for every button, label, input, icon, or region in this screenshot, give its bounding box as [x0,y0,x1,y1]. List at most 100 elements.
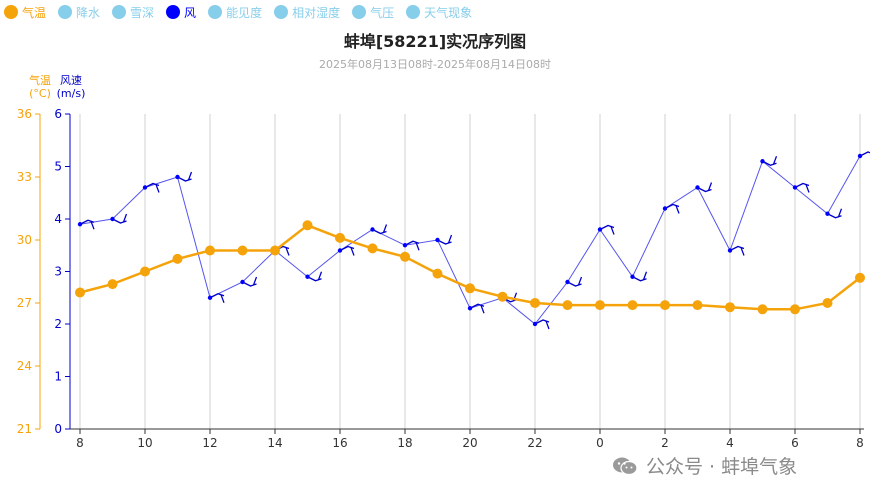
temperature-point [855,272,865,283]
wind-point [337,248,343,253]
wind-point [240,279,245,285]
temperature-point [302,220,313,231]
wind-barb-icon [220,294,225,303]
temperature-point [107,279,118,290]
wind-barb-icon [187,171,193,181]
wind-barb-icon [252,276,258,286]
legend-item-visibility[interactable]: 能见度 [208,4,262,21]
temperature-point [530,298,540,308]
wind-barb-icon [697,186,712,193]
wind-barb-icon [577,276,583,286]
wind-barb-icon [664,203,680,210]
temperature-point [432,268,443,279]
y-left-tick-label: 30 [17,233,32,247]
x-tick-label: 10 [137,436,152,450]
wind-point [792,185,798,190]
watermark-text: 公众号 · 蚌埠气象 [646,456,798,478]
wind-barb-icon [242,281,257,287]
temperature-point [75,287,85,298]
y-right-tick-label: 1 [54,370,62,384]
x-tick-label: 6 [791,436,799,450]
y-right-axis-label: 风速 [60,74,82,87]
wind-barb-icon [177,176,192,182]
wind-barb-icon [285,247,290,256]
wind-point [695,185,700,190]
wind-barb-icon [859,151,870,157]
wind-barb-icon [144,182,160,189]
temperature-point [497,291,508,302]
temperature-point [400,251,410,262]
temperature-point [335,232,345,243]
legend-label: 相对湿度 [292,5,341,20]
wind-point [370,227,375,232]
legend-label: 雪深 [130,5,155,20]
y-left-tick-label: 24 [17,359,32,373]
y-left-axis-unit: (°C) [29,87,51,100]
y-left-tick-label: 27 [17,296,32,310]
wind-point [565,279,570,285]
wind-point [597,227,603,232]
wind-point [110,216,115,222]
y-right-axis-unit: (m/s) [56,87,86,100]
temperature-point [367,243,378,254]
wind-barb-icon [794,182,810,189]
wind-point [402,243,408,248]
y-right-tick-label: 3 [54,265,62,279]
y-left-tick-label: 33 [17,170,32,184]
wind-point [532,321,538,327]
wind-barb-icon [642,271,648,280]
legend-item-weather[interactable]: 天气现象 [406,4,472,21]
temperature-point [627,300,638,311]
temperature-point [790,304,800,315]
chart-legend: 气温 降水 雪深 风 能见度 相对湿度 气压 天气现象 [4,2,472,22]
temperature-point [172,253,183,264]
wind-barb-icon [469,303,485,309]
temperature-point [270,245,280,256]
temperature-point [140,266,150,277]
wind-point [207,295,213,300]
x-tick-label: 22 [527,436,542,450]
wind-barb-icon [567,281,582,287]
temperature-point [562,300,573,311]
legend-item-precipitation[interactable]: 降水 [58,4,100,21]
legend-dot-icon [406,5,421,19]
legend-label: 天气现象 [424,5,473,20]
y-left-tick-label: 36 [17,107,32,121]
temperature-point [660,300,670,311]
wind-barb-icon [382,224,388,233]
temperature-point [465,283,475,294]
legend-label: 气压 [370,5,395,20]
wind-barb-icon [740,247,745,256]
x-tick-label: 12 [202,436,217,450]
legend-item-wind[interactable]: 风 [166,4,196,21]
wind-barb-icon [447,234,453,244]
legend-dot-icon [166,5,181,19]
wind-barb-icon [675,205,680,214]
y-left-tick-label: 21 [17,422,32,436]
wind-barb-icon [632,276,647,282]
legend-item-pressure[interactable]: 气压 [352,4,394,21]
legend-label: 气温 [22,5,47,20]
wind-point [305,274,310,279]
wind-barb-icon [534,319,550,325]
temperature-point [757,304,768,315]
wind-point [857,153,863,159]
wind-point [825,211,830,216]
wind-point [467,306,473,311]
wind-barb-icon [404,240,420,246]
legend-item-temperature[interactable]: 气温 [4,4,46,21]
legend-item-humidity[interactable]: 相对湿度 [274,4,340,21]
x-tick-label: 18 [397,436,412,450]
y-right-tick-label: 4 [54,212,62,226]
legend-dot-icon [208,5,223,19]
wind-barb-icon [90,221,95,230]
y-right-tick-label: 2 [54,317,62,331]
legend-dot-icon [352,5,367,19]
wind-barb-icon [437,239,452,245]
wind-barb-icon [339,245,355,252]
x-tick-label: 2 [661,436,669,450]
legend-label: 降水 [76,5,101,20]
y-right-tick-label: 5 [54,160,62,174]
legend-item-snow-depth[interactable]: 雪深 [112,4,154,21]
